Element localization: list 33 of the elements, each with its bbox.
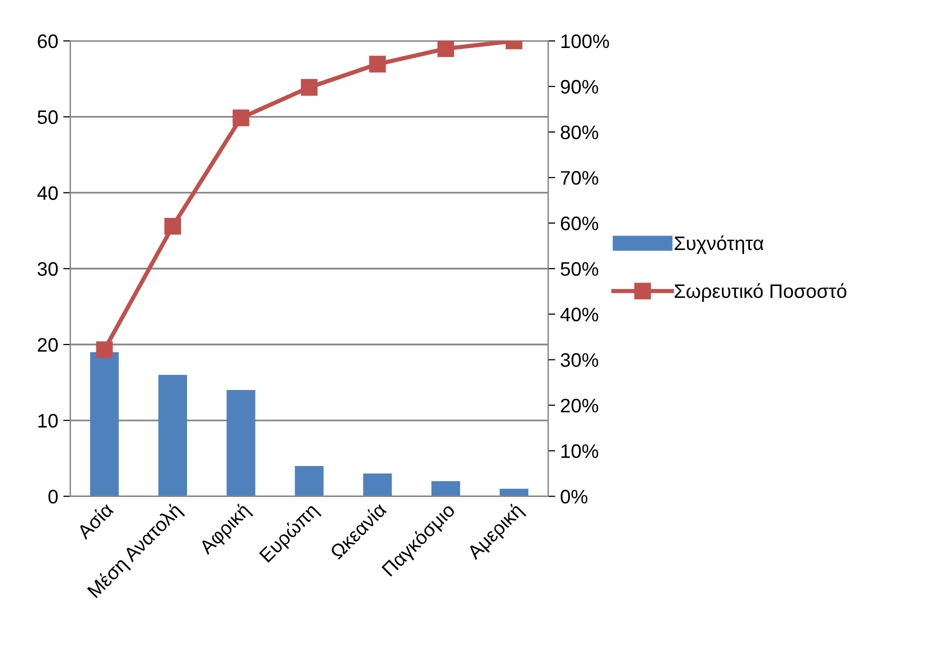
y2-tick-label: 50% bbox=[560, 262, 598, 276]
y-tick-label: 60 bbox=[38, 34, 58, 48]
y-tick-label: 40 bbox=[37, 186, 58, 200]
point bbox=[96, 341, 113, 358]
y2-tick-label: 80% bbox=[560, 125, 598, 140]
y2-tick-label: 60% bbox=[560, 216, 598, 230]
y-tick-label: 50 bbox=[38, 110, 58, 124]
y2-tick-label: 0% bbox=[560, 490, 588, 504]
y2-tick-label: 30% bbox=[560, 353, 598, 367]
bar bbox=[363, 474, 392, 496]
y-tick-label: 0 bbox=[48, 490, 58, 504]
bar bbox=[226, 390, 256, 496]
y2-tick-label: 20% bbox=[560, 398, 598, 412]
bar bbox=[90, 352, 119, 496]
y2-tick-label: 90% bbox=[560, 80, 598, 94]
point bbox=[300, 79, 318, 96]
y2-tick-label: 70% bbox=[560, 171, 598, 185]
y-tick-label: 30 bbox=[38, 262, 58, 276]
bar bbox=[158, 374, 188, 496]
bar bbox=[500, 488, 528, 496]
point bbox=[369, 56, 386, 72]
legend-label: Σωρευτικό Ποσοστό bbox=[674, 283, 846, 302]
point bbox=[437, 40, 454, 57]
y2-tick-label: 10% bbox=[561, 444, 598, 458]
y2-tick-label: 40% bbox=[560, 308, 598, 322]
y2-tick-label: 100% bbox=[561, 34, 609, 48]
y-tick-label: 10 bbox=[38, 414, 58, 428]
legend-label: Συχνότητα bbox=[674, 235, 764, 254]
y-tick-label: 20 bbox=[38, 338, 58, 352]
bar bbox=[294, 466, 324, 496]
point bbox=[232, 110, 250, 126]
point bbox=[164, 218, 182, 235]
bar bbox=[431, 481, 460, 496]
